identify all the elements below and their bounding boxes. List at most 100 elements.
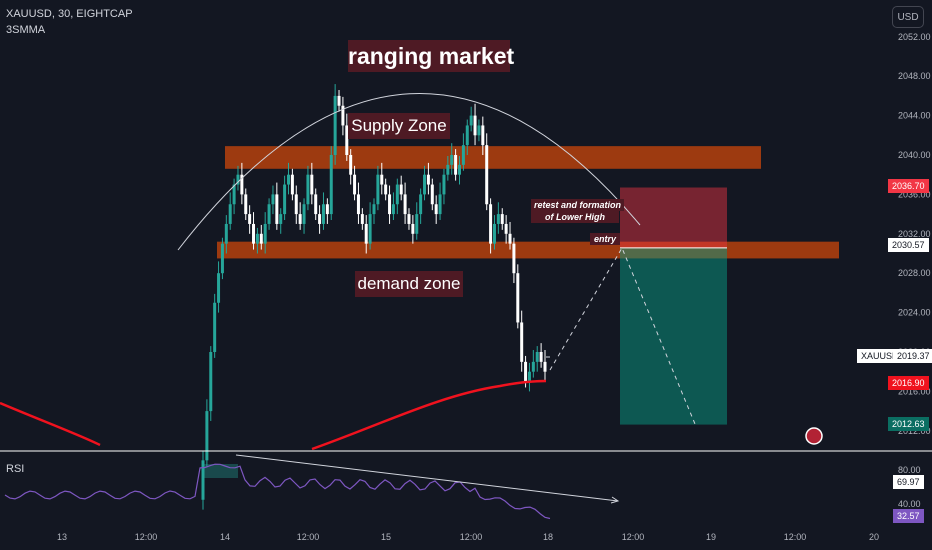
candle-body [213,302,217,352]
candle-body [298,214,302,224]
candle-body [388,194,392,215]
candle-body [411,223,415,234]
candle-body [489,204,493,244]
candle-body [232,184,236,205]
retest-label-line1: retest and formation [531,199,625,211]
range-arc [177,93,641,251]
candle-body [399,184,403,195]
y-tick-label: 2024.00 [898,308,931,318]
candle-body [318,214,322,224]
candle-body [259,233,263,244]
candle-body [395,184,399,205]
candle-body [337,95,341,106]
x-tick-label: 12:00 [622,532,645,542]
candle-body [434,204,438,215]
candle-body [236,174,240,185]
candle-body [516,273,520,323]
rsi-value-tag: 69.97 [893,475,924,489]
candle-body [364,223,368,244]
retest-label-line2: of Lower High [531,211,619,223]
candle-body [485,145,489,205]
candle-body [325,204,329,215]
x-tick-label: 18 [543,532,553,542]
rsi-ma-value-tag: 32.57 [893,509,924,523]
overlay [0,93,823,451]
x-tick-label: 13 [57,532,67,542]
candles [201,84,547,510]
candle-body [329,155,333,215]
y-tick-label: 2032.00 [898,229,931,239]
candle-body [376,174,380,205]
y-tick-label: 2052.00 [898,32,931,42]
candle-body [461,145,465,165]
candle-body [349,155,353,175]
currency-button[interactable]: USD [892,6,924,28]
rsi-line [4,463,551,520]
candle-body [508,233,512,244]
candle-body [271,194,275,205]
candle-body [450,155,454,165]
x-tick-label: 20 [869,532,879,542]
candle-body [252,223,256,244]
candle-body [310,174,314,195]
candle-body [465,125,469,146]
candle-body [520,322,524,362]
candle-body [535,352,539,362]
candle-body [209,352,213,412]
candle-body [527,371,531,382]
candle-body [446,164,450,175]
symbol-title: XAUUSD, 30, EIGHTCAP [6,8,133,20]
candle-body [492,223,496,244]
candle-body [341,105,345,126]
rsi-arrow-head [610,496,620,504]
candle-body [240,174,244,195]
current-price-tag: 2019.37 [893,349,932,363]
candle-body [368,214,372,244]
x-tick-label: 12:00 [135,532,158,542]
demand-zone-label: demand zone [355,271,463,297]
candle-body [496,214,500,224]
candle-body [263,223,267,244]
candle-body [360,214,364,224]
y-tick-label: 2028.00 [898,268,931,278]
x-tick-label: 12:00 [460,532,483,542]
candle-body [255,233,259,244]
candle-body [290,174,294,195]
rsi-pane: 80.00 40.00 [4,454,921,520]
candle-body [454,155,458,175]
x-tick-label: 12:00 [784,532,807,542]
y-tick-label: 2048.00 [898,71,931,81]
candle-body [306,174,310,205]
supply-zone-label: Supply Zone [348,113,450,139]
entry-price-tag: 2030.57 [888,238,929,252]
candle-body [345,125,349,155]
indicator-label: 3SMMA [6,24,46,36]
candle-body [438,194,442,215]
zones [217,146,839,259]
entry-label: entry [590,233,621,245]
rsi-divergence-line [235,454,619,502]
candle-body [275,194,279,224]
ranging-market-label: ranging market [348,40,514,72]
candle-body [353,174,357,195]
ma-line [0,379,547,451]
rsi-tick-label: 80.00 [898,465,921,475]
y-tick-label: 2040.00 [898,150,931,160]
candle-body [473,115,477,136]
axes: 2052.002048.002044.002040.002036.002032.… [0,32,932,542]
us-flag-icon [805,427,823,445]
x-tick-label: 14 [220,532,230,542]
candle-body [201,460,205,500]
candle-body [442,174,446,195]
candle-body [302,204,306,224]
candle-body [524,361,528,382]
candle-body [426,174,430,185]
candle-body [248,214,252,224]
candle-body [205,411,209,461]
candle-body [469,115,473,126]
x-tick-label: 15 [381,532,391,542]
candle-body [228,204,232,224]
candle-body [244,194,248,215]
candle-body [539,352,543,362]
